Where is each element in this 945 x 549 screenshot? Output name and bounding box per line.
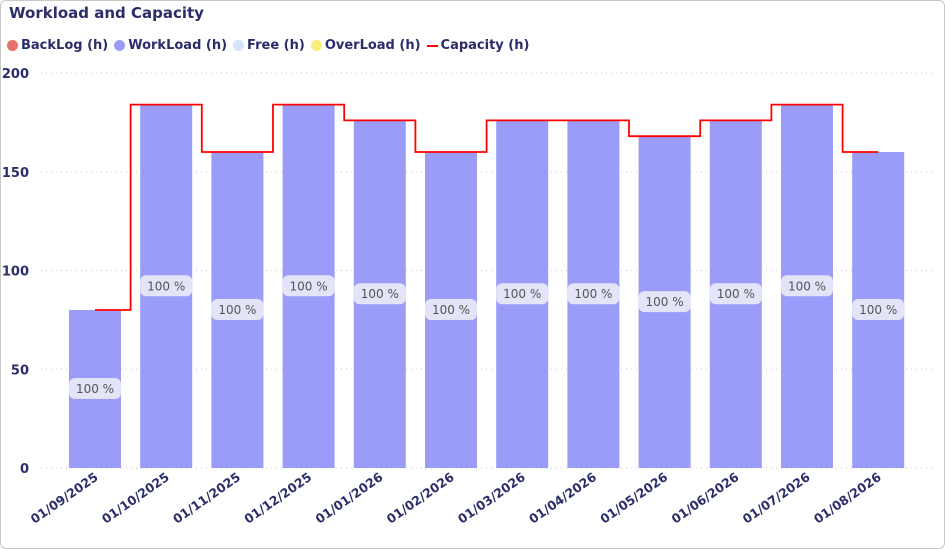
data-label-bg (567, 283, 620, 305)
y-tick-label: 150 (2, 166, 29, 181)
data-label: 100 % (147, 279, 185, 293)
data-label: 100 % (859, 303, 897, 317)
data-label-bg (638, 291, 691, 313)
data-label: 100 % (76, 382, 114, 396)
legend: BackLog (h) WorkLoad (h) Free (h) OverLoad … (7, 38, 529, 53)
data-label: 100 % (361, 287, 399, 301)
data-label-bg (425, 299, 477, 320)
legend-item[interactable]: OverLoad (h) (310, 38, 421, 53)
data-label-bg (781, 275, 833, 297)
legend-label: WorkLoad (h) (128, 38, 228, 53)
data-label: 100 % (218, 303, 256, 317)
x-tick-label: 01/12/2025 (241, 469, 314, 526)
y-tick-label: 50 (11, 363, 29, 378)
y-tick-label: 100 (2, 265, 29, 280)
legend-item[interactable]: WorkLoad (h) (114, 38, 227, 53)
legend-label: BackLog (h) (21, 38, 109, 53)
data-label: 100 % (788, 279, 826, 293)
x-tick-label: 01/08/2026 (811, 469, 884, 527)
legend-marker (114, 40, 126, 51)
legend-label: OverLoad (h) (324, 38, 421, 53)
legend-item[interactable]: BackLog (h) (7, 38, 108, 53)
data-label: 100 % (574, 287, 612, 301)
x-tick-label: 01/01/2026 (312, 469, 385, 527)
legend-item[interactable]: Capacity (h) (426, 38, 530, 53)
data-label-bg (852, 299, 905, 320)
x-tick-label: 01/02/2026 (384, 469, 457, 527)
data-label-bg (211, 299, 264, 320)
legend-marker (233, 40, 245, 51)
legend-item[interactable]: Free (h) (233, 38, 305, 53)
legend-marker (7, 40, 18, 51)
data-label-bg (140, 275, 193, 297)
data-label-bg (282, 275, 335, 297)
x-tick-label: 01/09/2025 (28, 469, 101, 526)
x-tick-label: 01/03/2026 (455, 469, 528, 527)
capacity-line (95, 103, 879, 311)
data-label: 100 % (646, 295, 684, 309)
data-label-bg (496, 283, 549, 305)
data-label-bg (69, 378, 121, 399)
legend-label: Capacity (h) (440, 38, 530, 53)
chart-title: Workload and Capacity (9, 4, 204, 22)
legend-marker (310, 40, 322, 51)
x-tick-label: 01/10/2025 (99, 469, 172, 526)
data-label: 100 % (717, 287, 755, 301)
x-tick-label: 01/07/2026 (740, 469, 813, 527)
legend-label: Free (h) (247, 38, 305, 53)
x-tick-label: 01/04/2026 (526, 469, 599, 527)
data-label-bg (353, 283, 406, 305)
data-label: 100 % (290, 279, 328, 293)
legend-marker (426, 44, 438, 47)
x-tick-label: 01/06/2026 (668, 469, 741, 527)
x-tick-label: 01/05/2026 (597, 469, 670, 527)
y-tick-label: 200 (2, 67, 29, 82)
data-label-bg (709, 283, 762, 305)
data-label: 100 % (503, 287, 541, 301)
data-label: 100 % (432, 303, 470, 317)
x-tick-label: 01/11/2025 (170, 469, 243, 526)
y-tick-label: 0 (20, 462, 29, 477)
